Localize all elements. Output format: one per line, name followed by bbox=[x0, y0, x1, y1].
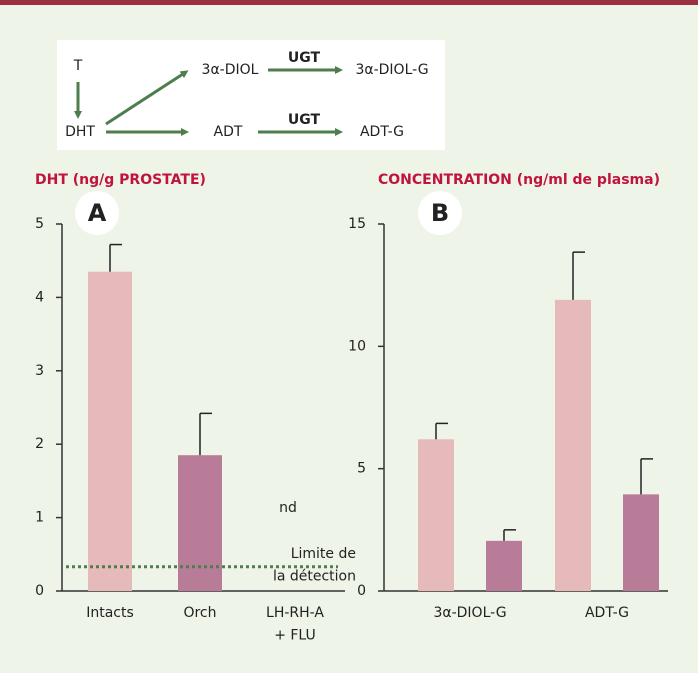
y-tick-label: 4 bbox=[35, 289, 44, 305]
bar bbox=[623, 494, 659, 591]
x-tick-label: 3α-DIOL-G bbox=[433, 605, 506, 621]
y-tick-label: 2 bbox=[35, 436, 44, 452]
detection-label: Limite de la détection bbox=[273, 546, 356, 584]
y-tick-label: 0 bbox=[35, 583, 44, 599]
node-label: 3α-DIOL-G bbox=[355, 62, 428, 78]
node-label: 3α-DIOL bbox=[202, 62, 259, 78]
annotation: nd bbox=[279, 500, 297, 516]
bar bbox=[88, 271, 132, 591]
node-label: ADT-G bbox=[360, 124, 404, 140]
bar bbox=[178, 455, 222, 591]
edge-label: UGT bbox=[288, 112, 321, 128]
y-tick-label: 1 bbox=[35, 510, 44, 526]
edge-label: UGT bbox=[288, 50, 321, 66]
bar bbox=[486, 540, 522, 591]
top-rule bbox=[0, 0, 698, 5]
arrow bbox=[105, 70, 189, 126]
x-tick-label: Intacts bbox=[86, 605, 134, 621]
y-tick-label: 3 bbox=[35, 363, 44, 379]
x-tick-label: Orch bbox=[183, 605, 216, 621]
x-tick-label: LH-RH-A + FLU bbox=[266, 605, 324, 643]
node-label: ADT bbox=[214, 124, 243, 140]
chart-title: CONCENTRATION (ng/ml de plasma) bbox=[378, 172, 660, 188]
panel-letter: B bbox=[431, 199, 449, 227]
bar bbox=[555, 299, 591, 591]
y-tick-label: 10 bbox=[348, 338, 366, 354]
y-tick-label: 5 bbox=[35, 216, 44, 232]
y-tick-label: 5 bbox=[357, 461, 366, 477]
node-label: DHT bbox=[65, 124, 95, 140]
panel-badge bbox=[418, 191, 462, 235]
chart-title: DHT (ng/g PROSTATE) bbox=[35, 172, 206, 188]
panel-letter: A bbox=[88, 199, 107, 227]
bar bbox=[418, 439, 454, 591]
node-label: T bbox=[73, 58, 83, 74]
panel-badge bbox=[75, 191, 119, 235]
y-tick-label: 0 bbox=[357, 583, 366, 599]
y-tick-label: 15 bbox=[348, 216, 366, 232]
x-tick-label: ADT-G bbox=[585, 605, 629, 621]
